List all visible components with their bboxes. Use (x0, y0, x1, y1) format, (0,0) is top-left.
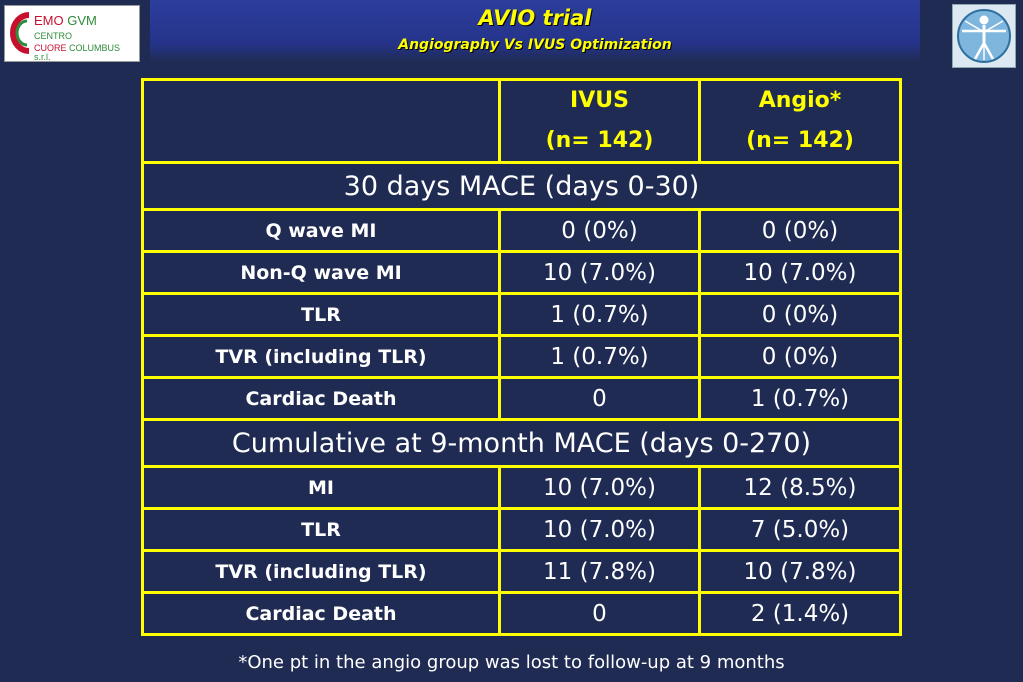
table-header-row: IVUS (n= 142) Angio* (n= 142) (141, 78, 902, 164)
table-row: TVR (including TLR) 11 (7.8%) 10 (7.8%) (141, 549, 902, 594)
footnote: *One pt in the angio group was lost to f… (238, 652, 785, 673)
vitruvian-man-icon (957, 9, 1011, 63)
logo-emo: EMO (34, 13, 64, 28)
row-label: Non-Q wave MI (141, 250, 501, 295)
ivus-value: 0 (498, 376, 701, 421)
header-empty-cell (141, 78, 501, 164)
logo-centro: CENTRO (34, 31, 72, 41)
row-label: Q wave MI (141, 208, 501, 253)
ivus-value: 1 (0.7%) (498, 334, 701, 379)
row-label: TVR (including TLR) (141, 334, 501, 379)
slide-title: AVIO trial (478, 6, 592, 30)
table-row: TLR 10 (7.0%) 7 (5.0%) (141, 507, 902, 552)
table-row: TVR (including TLR) 1 (0.7%) 0 (0%) (141, 334, 902, 379)
row-label: TVR (including TLR) (141, 549, 501, 594)
angio-value: 0 (0%) (698, 334, 902, 379)
ivus-value: 11 (7.8%) (498, 549, 701, 594)
angio-value: 1 (0.7%) (698, 376, 902, 421)
column-header-ivus: IVUS (n= 142) (498, 78, 701, 164)
angio-value: 2 (1.4%) (698, 591, 902, 636)
heart-c-icon (10, 12, 30, 54)
angio-value: 7 (5.0%) (698, 507, 902, 552)
row-label: TLR (141, 507, 501, 552)
column-header-ivus-n: (n= 142) (545, 128, 654, 153)
ivus-value: 10 (7.0%) (498, 465, 701, 510)
table-row: Non-Q wave MI 10 (7.0%) 10 (7.0%) (141, 250, 902, 295)
ivus-value: 10 (7.0%) (498, 250, 701, 295)
column-header-angio: Angio* (n= 142) (698, 78, 902, 164)
table-row: Cardiac Death 0 2 (1.4%) (141, 591, 902, 636)
column-header-angio-n: (n= 142) (746, 128, 854, 153)
mace-results-table: IVUS (n= 142) Angio* (n= 142) 30 days MA… (141, 78, 902, 636)
logo-cuore: CUORE (34, 43, 67, 53)
title-band (150, 0, 920, 62)
logo-columbus: COLUMBUS s.r.l. (34, 43, 121, 62)
slide-subtitle: Angiography Vs IVUS Optimization (398, 37, 672, 53)
angio-value: 10 (7.8%) (698, 549, 902, 594)
ivus-value: 1 (0.7%) (498, 292, 701, 337)
ivus-value: 0 (0%) (498, 208, 701, 253)
emo-gvm-logo: EMO GVM CENTRO CUORE COLUMBUS s.r.l. (4, 5, 140, 62)
vitruvian-man-logo (952, 4, 1016, 68)
row-label: Cardiac Death (141, 376, 501, 421)
row-label: MI (141, 465, 501, 510)
angio-value: 10 (7.0%) (698, 250, 902, 295)
row-label: Cardiac Death (141, 591, 501, 636)
ivus-value: 10 (7.0%) (498, 507, 701, 552)
table-row: Q wave MI 0 (0%) 0 (0%) (141, 208, 902, 253)
logo-gvm: GVM (67, 13, 97, 28)
table-row: Cardiac Death 0 1 (0.7%) (141, 376, 902, 421)
angio-value: 0 (0%) (698, 292, 902, 337)
row-label: TLR (141, 292, 501, 337)
table-row: MI 10 (7.0%) 12 (8.5%) (141, 465, 902, 510)
table-row: TLR 1 (0.7%) 0 (0%) (141, 292, 902, 337)
section-title: Cumulative at 9-month MACE (days 0-270) (141, 418, 902, 468)
section-title: 30 days MACE (days 0-30) (141, 161, 902, 211)
column-header-angio-name: Angio* (758, 88, 842, 113)
section-row-30-days: 30 days MACE (days 0-30) (141, 161, 902, 211)
section-row-9-month: Cumulative at 9-month MACE (days 0-270) (141, 418, 902, 468)
angio-value: 0 (0%) (698, 208, 902, 253)
angio-value: 12 (8.5%) (698, 465, 902, 510)
ivus-value: 0 (498, 591, 701, 636)
column-header-ivus-name: IVUS (570, 88, 629, 113)
